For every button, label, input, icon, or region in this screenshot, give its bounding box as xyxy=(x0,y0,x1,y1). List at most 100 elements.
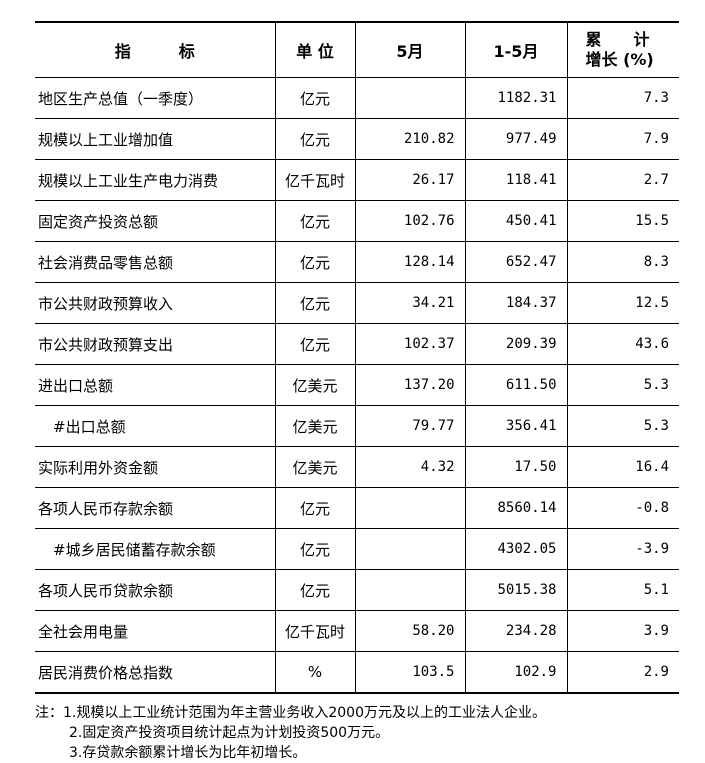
table-row: 各项人民币贷款余额 亿元 5015.38 5.1 xyxy=(35,569,679,611)
row-unit: 亿美元 xyxy=(274,405,356,447)
row-growth-value: 2.9 xyxy=(566,651,679,694)
row-cumulative-value: 8560.14 xyxy=(464,487,568,529)
row-growth-value: 12.5 xyxy=(566,282,679,324)
statistics-table: 指 标 单 位 5月 1-5月 累 计增长 (%) 地区生产总值（一季度） 亿元 1… xyxy=(35,21,679,694)
row-month-value xyxy=(354,528,466,570)
row-name: 地区生产总值（一季度） xyxy=(35,77,276,119)
row-cumulative-value: 209.39 xyxy=(464,323,568,365)
row-name: 规模以上工业增加值 xyxy=(35,118,276,160)
row-growth-value: 2.7 xyxy=(566,159,679,201)
row-month-value: 102.76 xyxy=(354,200,466,242)
row-name: 市公共财政预算收入 xyxy=(35,282,276,324)
note-3: 3.存贷款余额累计增长为比年初增长。 xyxy=(69,745,307,761)
row-month-value: 137.20 xyxy=(354,364,466,406)
table-row: 固定资产投资总额 亿元 102.76 450.41 15.5 xyxy=(35,200,679,242)
row-cumulative-value: 611.50 xyxy=(464,364,568,406)
row-name: 实际利用外资金额 xyxy=(35,446,276,488)
table-row: 实际利用外资金额 亿美元 4.32 17.50 16.4 xyxy=(35,446,679,488)
header-cumulative: 1-5月 xyxy=(464,21,568,78)
row-unit: 亿千瓦时 xyxy=(274,610,356,652)
note-2: 2.固定资产投资项目统计起点为计划投资500万元。 xyxy=(69,725,390,741)
row-cumulative-value: 184.37 xyxy=(464,282,568,324)
row-unit: 亿美元 xyxy=(274,446,356,488)
row-month-value: 26.17 xyxy=(354,159,466,201)
table-row: 规模以上工业生产电力消费 亿千瓦时 26.17 118.41 2.7 xyxy=(35,159,679,201)
row-growth-value: -0.8 xyxy=(566,487,679,529)
row-growth-value: 5.3 xyxy=(566,364,679,406)
row-unit: 亿千瓦时 xyxy=(274,159,356,201)
table-row: 进出口总额 亿美元 137.20 611.50 5.3 xyxy=(35,364,679,406)
row-unit: 亿元 xyxy=(274,323,356,365)
row-unit: 亿美元 xyxy=(274,364,356,406)
header-growth: 累 计增长 (%) xyxy=(566,21,679,78)
row-name: #城乡居民储蓄存款余额 xyxy=(35,528,276,570)
row-unit: 亿元 xyxy=(274,241,356,283)
row-name: 固定资产投资总额 xyxy=(35,200,276,242)
row-month-value: 58.20 xyxy=(354,610,466,652)
footnotes: 注：1.规模以上工业统计范围为年主营业务收入2000万元及以上的工业法人企业。 … xyxy=(35,703,546,763)
row-month-value xyxy=(354,77,466,119)
row-cumulative-value: 356.41 xyxy=(464,405,568,447)
row-cumulative-value: 118.41 xyxy=(464,159,568,201)
row-growth-value: 43.6 xyxy=(566,323,679,365)
row-month-value: 4.32 xyxy=(354,446,466,488)
header-indicator: 指 标 xyxy=(35,21,276,78)
row-name: 各项人民币贷款余额 xyxy=(35,569,276,611)
row-unit: 亿元 xyxy=(274,118,356,160)
row-unit: 亿元 xyxy=(274,282,356,324)
table-row: 规模以上工业增加值 亿元 210.82 977.49 7.9 xyxy=(35,118,679,160)
row-name: 居民消费价格总指数 xyxy=(35,651,276,694)
table-row: 社会消费品零售总额 亿元 128.14 652.47 8.3 xyxy=(35,241,679,283)
row-name: 市公共财政预算支出 xyxy=(35,323,276,365)
row-name: 社会消费品零售总额 xyxy=(35,241,276,283)
row-name: #出口总额 xyxy=(35,405,276,447)
row-cumulative-value: 977.49 xyxy=(464,118,568,160)
header-growth-line1: 累 计 xyxy=(585,30,650,49)
row-growth-value: 8.3 xyxy=(566,241,679,283)
row-month-value: 128.14 xyxy=(354,241,466,283)
row-unit: 亿元 xyxy=(274,200,356,242)
row-cumulative-value: 234.28 xyxy=(464,610,568,652)
row-cumulative-value: 652.47 xyxy=(464,241,568,283)
row-cumulative-value: 5015.38 xyxy=(464,569,568,611)
table-row: 各项人民币存款余额 亿元 8560.14 -0.8 xyxy=(35,487,679,529)
table-row: 市公共财政预算收入 亿元 34.21 184.37 12.5 xyxy=(35,282,679,324)
row-growth-value: 7.3 xyxy=(566,77,679,119)
row-month-value: 34.21 xyxy=(354,282,466,324)
header-growth-line2: 增长 (%) xyxy=(585,50,654,69)
row-growth-value: 15.5 xyxy=(566,200,679,242)
row-cumulative-value: 4302.05 xyxy=(464,528,568,570)
row-month-value: 210.82 xyxy=(354,118,466,160)
row-name: 各项人民币存款余额 xyxy=(35,487,276,529)
row-name: 进出口总额 xyxy=(35,364,276,406)
header-unit: 单 位 xyxy=(274,21,356,78)
table-row: 居民消费价格总指数% 103.5 102.9 2.9 xyxy=(35,651,679,694)
row-month-value: 79.77 xyxy=(354,405,466,447)
row-month-value xyxy=(354,487,466,529)
row-growth-value: 7.9 xyxy=(566,118,679,160)
row-unit: % xyxy=(274,651,356,694)
row-growth-value: -3.9 xyxy=(566,528,679,570)
row-unit: 亿元 xyxy=(274,528,356,570)
header-month: 5月 xyxy=(354,21,466,78)
row-growth-value: 3.9 xyxy=(566,610,679,652)
note-1: 注：1.规模以上工业统计范围为年主营业务收入2000万元及以上的工业法人企业。 xyxy=(35,705,546,721)
table-row: 地区生产总值（一季度） 亿元 1182.31 7.3 xyxy=(35,77,679,119)
row-cumulative-value: 450.41 xyxy=(464,200,568,242)
row-name: 全社会用电量 xyxy=(35,610,276,652)
row-growth-value: 5.1 xyxy=(566,569,679,611)
table-header: 指 标 单 位 5月 1-5月 累 计增长 (%) xyxy=(35,21,679,78)
row-month-value: 103.5 xyxy=(354,651,466,694)
row-cumulative-value: 17.50 xyxy=(464,446,568,488)
row-growth-value: 5.3 xyxy=(566,405,679,447)
row-cumulative-value: 1182.31 xyxy=(464,77,568,119)
row-unit: 亿元 xyxy=(274,487,356,529)
table-row: 全社会用电量 亿千瓦时 58.20 234.28 3.9 xyxy=(35,610,679,652)
table-row: 市公共财政预算支出 亿元 102.37 209.39 43.6 xyxy=(35,323,679,365)
row-month-value xyxy=(354,569,466,611)
row-cumulative-value: 102.9 xyxy=(464,651,568,694)
row-unit: 亿元 xyxy=(274,77,356,119)
table-row: #出口总额 亿美元 79.77 356.41 5.3 xyxy=(35,405,679,447)
row-month-value: 102.37 xyxy=(354,323,466,365)
row-growth-value: 16.4 xyxy=(566,446,679,488)
